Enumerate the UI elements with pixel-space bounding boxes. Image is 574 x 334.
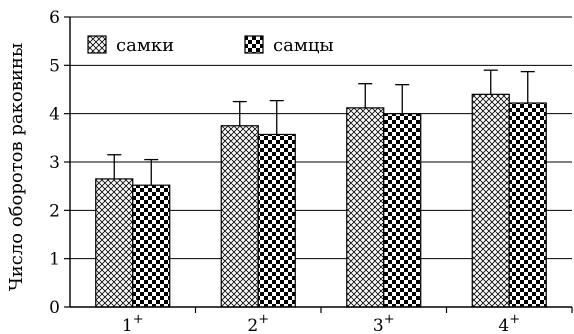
y-tick-label: 0 <box>49 298 60 318</box>
legend: самки самцы <box>87 35 334 56</box>
bars <box>95 69 547 308</box>
legend-swatch <box>87 35 107 54</box>
y-tick-label: 5 <box>49 56 60 76</box>
bar <box>257 133 296 308</box>
x-tick-label: 1+ <box>122 312 144 334</box>
y-axis-title: Число оборотов раковины <box>6 43 27 291</box>
bar <box>220 125 259 308</box>
bar <box>95 178 134 308</box>
y-tick-label: 2 <box>49 201 60 221</box>
x-tick-label: 2+ <box>247 312 269 334</box>
bar <box>508 102 547 308</box>
y-tick-label: 1 <box>49 250 60 270</box>
y-tick-label: 6 <box>49 8 60 28</box>
legend-swatch <box>244 35 264 54</box>
y-tick-label: 3 <box>49 153 60 173</box>
x-tick-label: 4+ <box>498 312 520 334</box>
bar <box>346 107 385 308</box>
legend-label: самки <box>116 35 174 56</box>
x-tick-label: 3+ <box>373 312 395 334</box>
bar <box>383 113 422 308</box>
legend-label: самцы <box>273 35 334 56</box>
y-tick-label: 4 <box>49 105 60 125</box>
bar <box>132 184 171 308</box>
bar <box>471 93 510 308</box>
